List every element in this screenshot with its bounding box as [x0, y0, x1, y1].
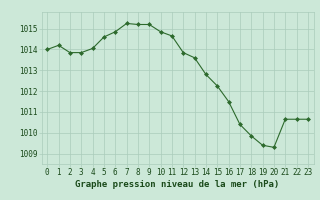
- X-axis label: Graphe pression niveau de la mer (hPa): Graphe pression niveau de la mer (hPa): [76, 180, 280, 189]
